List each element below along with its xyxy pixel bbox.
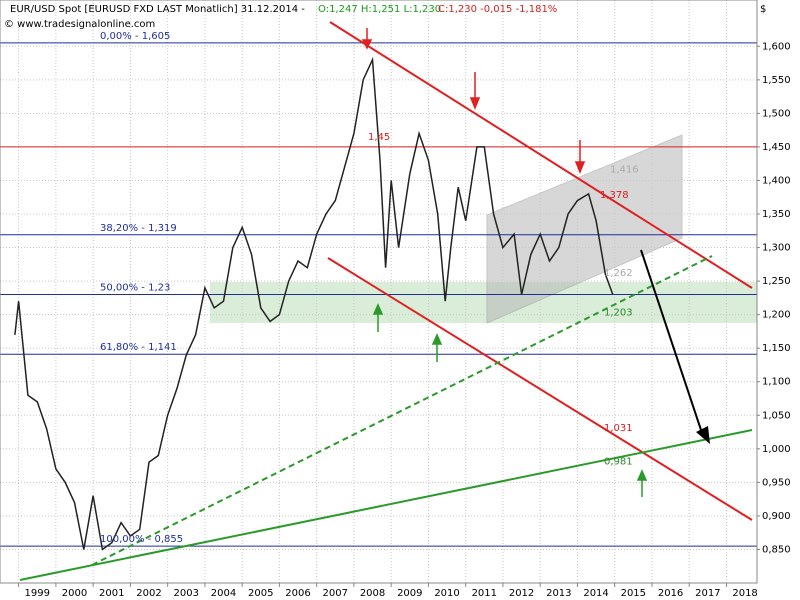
x-tick-label: 2009 [397, 588, 422, 599]
resistance-label: 1,45 [368, 132, 390, 143]
x-tick-label: 2011 [472, 588, 497, 599]
x-tick-label: 2015 [621, 588, 646, 599]
x-tick-label: 2001 [99, 588, 124, 599]
y-tick-label: 0,950 [762, 477, 791, 488]
x-tick-label: 2016 [658, 588, 683, 599]
y-tick-label: 1,400 [762, 175, 791, 186]
plot-underlay [210, 134, 757, 324]
fib-levels [0, 42, 757, 547]
up-arrows [372, 303, 648, 497]
x-tick-label: 2000 [62, 588, 87, 599]
price-label: 1,416 [610, 165, 639, 176]
x-tick-label: 2007 [323, 588, 348, 599]
source: © www.tradesignalonline.com [4, 19, 155, 30]
price-label: 1,203 [604, 308, 633, 319]
labels: 0,850 0,900 0,950 1,000 1,050 1,100 1,150 1,200… [18, 31, 791, 599]
plot-frame [0, 0, 758, 584]
trendlines [19, 21, 753, 581]
x-tick-label: 2013 [546, 588, 571, 599]
fib-label: 100,00% - 0,855 [100, 534, 183, 545]
forecast-arrow [640, 249, 704, 437]
y-tick-label: 1,250 [762, 276, 791, 287]
y-unit: $ [760, 4, 766, 15]
y-tick-label: 1,350 [762, 209, 791, 220]
x-tick-label: 2012 [509, 588, 534, 599]
trendline [327, 257, 753, 521]
title-ohl: O:1,247 H:1,251 L:1,230 [318, 4, 441, 15]
y-tick-label: 0,900 [762, 511, 791, 522]
y-tick-label: 1,450 [762, 142, 791, 153]
y-tick-label: 1,500 [762, 108, 791, 119]
x-tick-label: 2004 [211, 588, 236, 599]
trendline [19, 429, 753, 581]
down-arrows [361, 28, 586, 175]
x-tick-label: 2010 [434, 588, 459, 599]
x-tick-label: 2005 [248, 588, 273, 599]
x-tick-label: 2014 [583, 588, 608, 599]
y-tick-label: 1,300 [762, 243, 791, 254]
x-tick-label: 2006 [285, 588, 310, 599]
support-zone [210, 282, 757, 323]
channel-box [486, 134, 683, 324]
y-tick-label: 1,550 [762, 75, 791, 86]
y-tick-label: 1,000 [762, 444, 791, 455]
price-line [14, 56, 614, 551]
y-tick-label: 1,150 [762, 343, 791, 354]
fib-label: 50,00% - 1,23 [100, 283, 170, 294]
series [14, 56, 614, 551]
y-tick-label: 1,050 [762, 410, 791, 421]
fib-label: 0,00% - 1,605 [100, 31, 170, 42]
trendline [91, 255, 713, 566]
chart-title: EUR/USD Spot [EURUSD FXD LAST Monatlich]… [10, 4, 305, 15]
grid [0, 0, 757, 583]
price-label: 0,981 [604, 457, 633, 468]
x-tick-label: 2003 [174, 588, 199, 599]
fib-label: 38,20% - 1,319 [100, 223, 177, 234]
x-tick-label: 1999 [25, 588, 50, 599]
price-label: 1,378 [600, 190, 629, 201]
x-tick-label: 2017 [695, 588, 720, 599]
y-tick-label: 1,100 [762, 377, 791, 388]
arrow-head [696, 426, 710, 444]
title-change: C:1,230 -0,015 -1,181% [438, 4, 557, 15]
y-tick-label: 1,200 [762, 310, 791, 321]
x-tick-label: 2008 [360, 588, 385, 599]
price-label: 1,262 [604, 268, 633, 279]
y-tick-label: 1,600 [762, 41, 791, 52]
price-label: 1,031 [604, 423, 633, 434]
trendline [329, 21, 753, 289]
fib-label: 61,80% - 1,141 [100, 342, 177, 353]
x-tick-label: 2002 [136, 588, 161, 599]
x-tick-label: 2018 [732, 588, 757, 599]
y-tick-label: 0,850 [762, 544, 791, 555]
